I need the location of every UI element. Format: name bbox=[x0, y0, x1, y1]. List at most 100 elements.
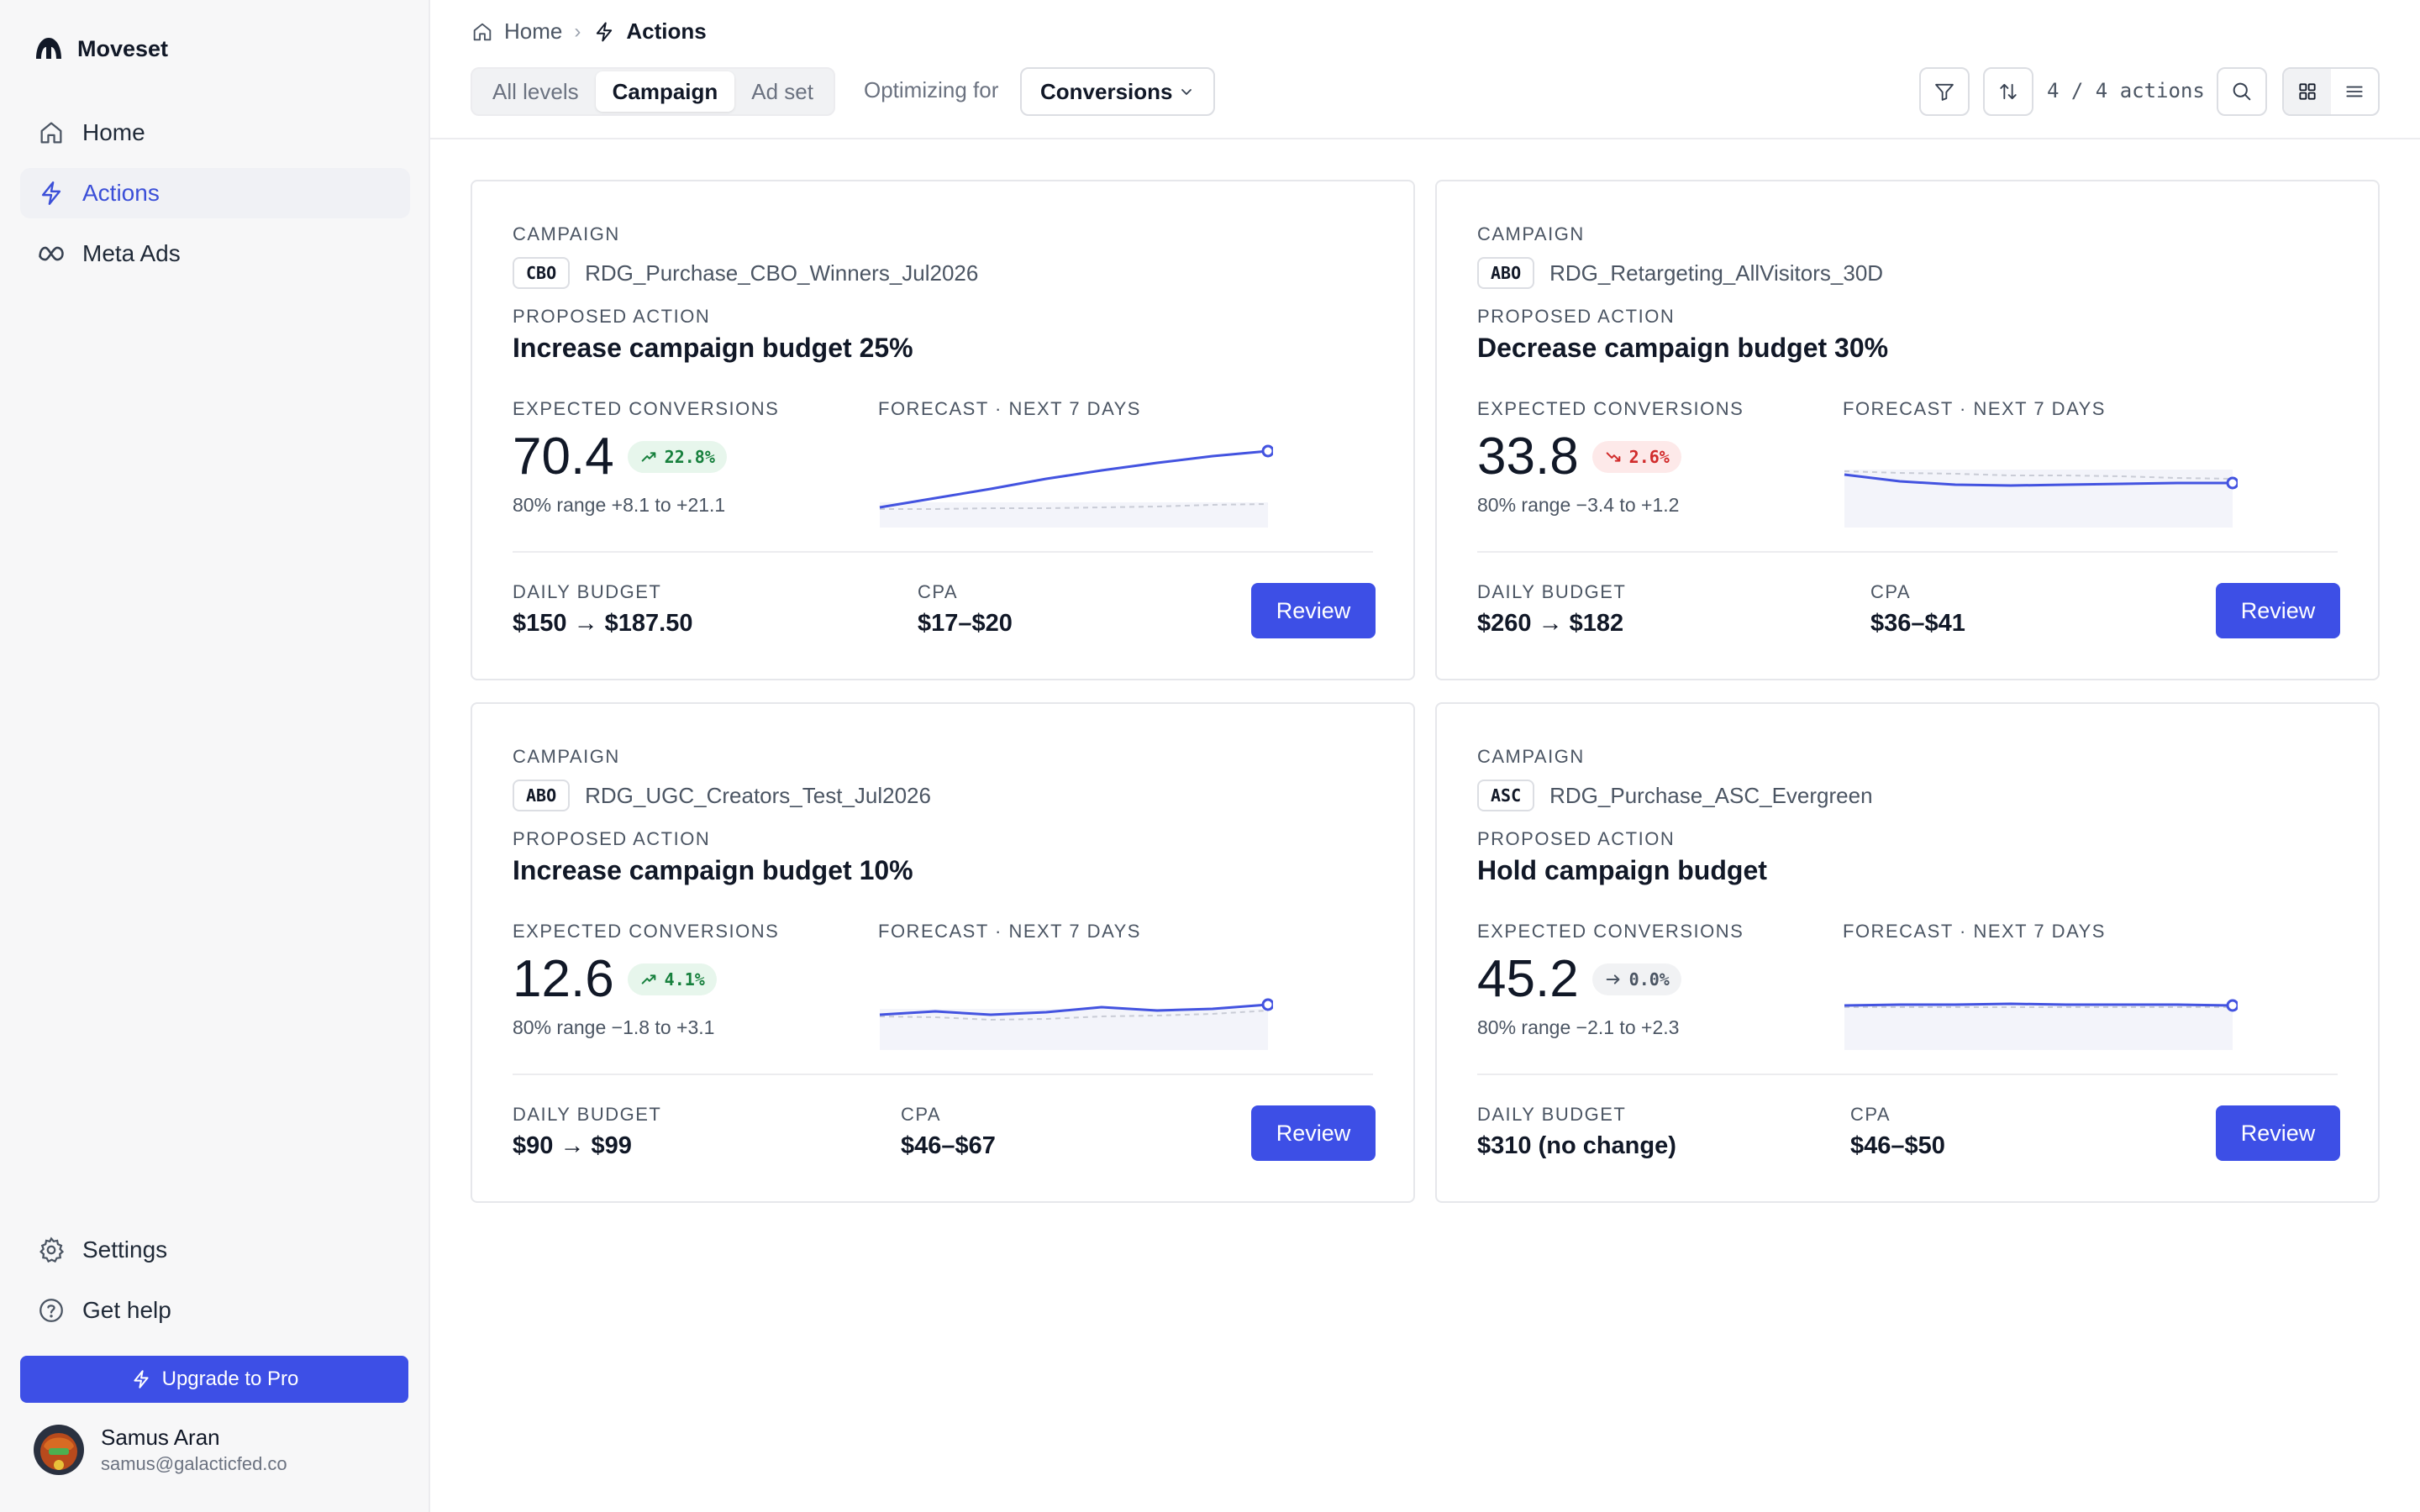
filter-icon bbox=[1935, 83, 1954, 101]
sidebar-item-label: Settings bbox=[82, 1236, 168, 1263]
daily-budget-value: $310 (no change) bbox=[1477, 1132, 1676, 1159]
campaign-type-badge: ABO bbox=[513, 780, 571, 811]
tab-all-levels[interactable]: All levels bbox=[492, 78, 579, 104]
campaign-type-badge: ABO bbox=[1477, 257, 1535, 289]
breadcrumb: Home › Actions bbox=[471, 18, 707, 45]
cpa-value: $46–$50 bbox=[1850, 1132, 1945, 1159]
forecast-band bbox=[1844, 470, 2233, 528]
action-card: Campaign ABO RDG_UGC_Creators_Test_Jul20… bbox=[471, 702, 1415, 1203]
confidence-range: 80% range −2.1 to +2.3 bbox=[1477, 1016, 1680, 1038]
forecast-label: Forecast · next 7 days bbox=[878, 921, 1141, 942]
grid-icon bbox=[2299, 83, 2316, 100]
confidence-range: 80% range −1.8 to +3.1 bbox=[513, 1016, 715, 1038]
trend-down-icon bbox=[1606, 452, 1621, 462]
baseline-line bbox=[879, 1010, 1269, 1021]
proposed-action-title: Decrease campaign budget 30% bbox=[1477, 333, 1889, 363]
upgrade-label: Upgrade to Pro bbox=[161, 1368, 299, 1390]
expected-conversions-value: 45.2 bbox=[1477, 950, 1579, 1008]
arrow-right-icon bbox=[1606, 974, 1620, 984]
filter-button[interactable] bbox=[1919, 67, 1970, 116]
delta-value: 0.0% bbox=[1628, 969, 1670, 990]
baseline-line bbox=[880, 503, 1269, 510]
cpa-label: CPA bbox=[901, 1104, 942, 1125]
sidebar-item-label: Meta Ads bbox=[82, 240, 181, 266]
review-button[interactable]: Review bbox=[2216, 1105, 2340, 1161]
grid-view-button[interactable] bbox=[2284, 69, 2331, 114]
breadcrumb-home[interactable]: Home bbox=[471, 18, 562, 45]
proposed-action-label: Proposed action bbox=[1477, 828, 1676, 849]
expected-conversions-label: Expected conversions bbox=[1477, 921, 1744, 942]
tab-campaign[interactable]: Campaign bbox=[595, 71, 735, 112]
user-email: samus@galacticfed.co bbox=[101, 1453, 287, 1474]
lightning-icon bbox=[41, 181, 61, 205]
lightning-icon bbox=[597, 22, 613, 41]
daily-budget-label: Daily budget bbox=[513, 581, 662, 602]
divider bbox=[513, 551, 1373, 553]
delta-badge: 4.1% bbox=[627, 963, 717, 995]
campaign-label: Campaign bbox=[513, 746, 620, 767]
review-button[interactable]: Review bbox=[1251, 583, 1376, 638]
campaign-type-badge: ASC bbox=[1477, 780, 1535, 811]
moveset-logo-icon bbox=[36, 38, 61, 59]
review-button[interactable]: Review bbox=[1251, 1105, 1376, 1161]
action-count: 4 / 4 actions bbox=[2047, 79, 2205, 102]
search-button[interactable] bbox=[2217, 67, 2267, 116]
list-icon bbox=[2346, 86, 2363, 97]
daily-budget-label: Daily budget bbox=[513, 1104, 662, 1125]
optimizing-value: Conversions bbox=[1040, 78, 1173, 104]
campaign-label: Campaign bbox=[1477, 223, 1585, 244]
forecast-label: Forecast · next 7 days bbox=[1843, 398, 2106, 419]
avatar bbox=[34, 1425, 84, 1475]
expected-conversions-value: 33.8 bbox=[1477, 428, 1579, 486]
home-icon bbox=[473, 23, 492, 40]
campaign-name: RDG_UGC_Creators_Test_Jul2026 bbox=[585, 782, 931, 808]
forecast-label: Forecast · next 7 days bbox=[878, 398, 1141, 419]
user-profile[interactable]: Samus Aran samus@galacticfed.co bbox=[34, 1423, 287, 1477]
campaign-name: RDG_Retargeting_AllVisitors_30D bbox=[1549, 260, 1884, 286]
sidebar-item-home[interactable]: Home bbox=[20, 108, 410, 158]
daily-budget-value: $260 → $182 bbox=[1477, 610, 1624, 637]
forecast-sparkline bbox=[879, 444, 1273, 528]
delta-value: 4.1% bbox=[664, 969, 705, 990]
forecast-line bbox=[1844, 473, 2233, 487]
sidebar-item-actions[interactable]: Actions bbox=[20, 168, 410, 218]
sidebar-item-settings[interactable]: Settings bbox=[20, 1225, 410, 1275]
upgrade-to-pro-button[interactable]: Upgrade to Pro bbox=[20, 1356, 408, 1403]
baseline-line bbox=[1844, 470, 2233, 480]
expected-conversions-value: 70.4 bbox=[513, 428, 614, 486]
sidebar-item-meta-ads[interactable]: Meta Ads bbox=[20, 228, 410, 279]
campaign-name: RDG_Purchase_ASC_Evergreen bbox=[1549, 782, 1873, 808]
forecast-endpoint bbox=[2226, 476, 2238, 490]
tab-ad-set[interactable]: Ad set bbox=[751, 78, 813, 104]
forecast-band bbox=[1844, 1005, 2233, 1050]
forecast-endpoint bbox=[2226, 999, 2238, 1012]
forecast-line bbox=[879, 1003, 1269, 1016]
campaign-name: RDG_Purchase_CBO_Winners_Jul2026 bbox=[585, 260, 979, 286]
proposed-action-label: Proposed action bbox=[513, 828, 711, 849]
forecast-endpoint bbox=[1261, 998, 1273, 1011]
user-name: Samus Aran bbox=[101, 1425, 220, 1450]
breadcrumb-home-label: Home bbox=[504, 18, 563, 44]
confidence-range: 80% range −3.4 to +1.2 bbox=[1477, 494, 1680, 516]
trend-up-icon bbox=[641, 974, 656, 984]
brand[interactable]: Moveset bbox=[34, 32, 168, 66]
review-button[interactable]: Review bbox=[2216, 583, 2340, 638]
cpa-value: $17–$20 bbox=[918, 610, 1013, 637]
sort-button[interactable] bbox=[1983, 67, 2033, 116]
daily-budget-value: $90 → $99 bbox=[513, 1132, 632, 1159]
divider bbox=[1477, 1074, 2338, 1075]
sidebar-item-label: Home bbox=[82, 119, 145, 145]
action-card: Campaign ASC RDG_Purchase_ASC_Evergreen … bbox=[1435, 702, 2380, 1203]
meta-icon bbox=[39, 246, 64, 261]
optimizing-select[interactable]: Conversions bbox=[1020, 67, 1215, 116]
cpa-value: $46–$67 bbox=[901, 1132, 996, 1159]
chevron-down-icon bbox=[1181, 89, 1192, 96]
view-toggle bbox=[2282, 67, 2380, 116]
daily-budget-label: Daily budget bbox=[1477, 581, 1627, 602]
proposed-action-title: Hold campaign budget bbox=[1477, 855, 1767, 885]
delta-value: 2.6% bbox=[1628, 447, 1670, 467]
sidebar-item-get-help[interactable]: Get help bbox=[20, 1285, 410, 1336]
list-view-button[interactable] bbox=[2331, 69, 2378, 114]
cpa-value: $36–$41 bbox=[1870, 610, 1965, 637]
campaign-type-badge: CBO bbox=[513, 257, 571, 289]
